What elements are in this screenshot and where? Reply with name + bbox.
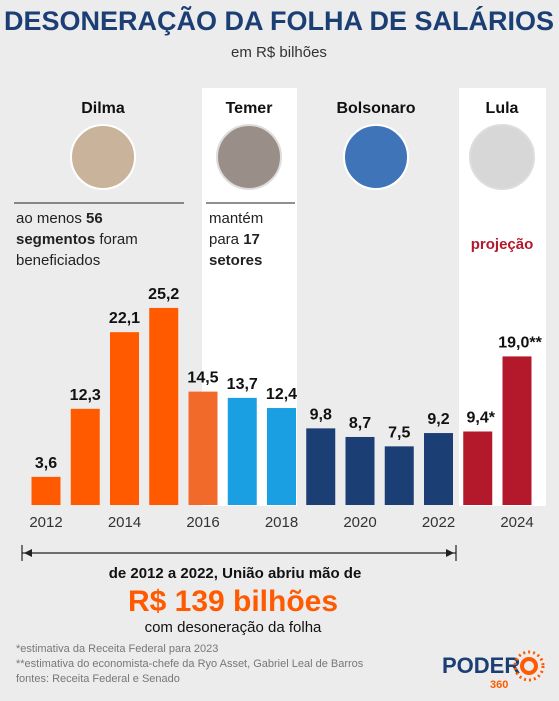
- value-label: 19,0**: [498, 334, 542, 351]
- bar: [227, 397, 257, 505]
- bar: [31, 476, 61, 505]
- note-text: foram: [95, 231, 138, 248]
- value-label: 13,7: [227, 376, 258, 393]
- note-text: para: [209, 231, 243, 248]
- summary-highlight: R$ 139 bilhões: [128, 585, 338, 618]
- note-line: setores: [209, 252, 262, 269]
- logo-rays: [513, 650, 545, 682]
- bar: [345, 436, 375, 505]
- bar: [188, 391, 218, 505]
- bar: [384, 446, 414, 505]
- bar: [149, 307, 179, 505]
- x-tick-label: 2016: [186, 514, 219, 531]
- value-label: 25,2: [148, 286, 179, 303]
- chart-subtitle: em R$ bilhões: [231, 44, 327, 61]
- value-label: 14,5: [187, 370, 218, 387]
- note-line: beneficiados: [16, 252, 100, 269]
- portrait: [469, 124, 535, 190]
- footnote: *estimativa da Receita Federal para 2023: [16, 643, 218, 655]
- note-text: segmentos: [16, 231, 95, 248]
- summary-line: com desoneração da folha: [145, 619, 322, 636]
- x-tick-label: 2020: [343, 514, 376, 531]
- bars: 3,6 2012 12,3 22,1 2014 25,2 14,5 2016 13,7 12,4 2…: [29, 286, 542, 531]
- value-label: 3,6: [35, 455, 57, 472]
- portrait: [343, 124, 409, 190]
- value-label: 22,1: [109, 310, 140, 327]
- bar: [306, 428, 336, 505]
- temer-note: mantém para 17 setores: [209, 210, 263, 269]
- note-text: mantém: [209, 210, 263, 227]
- value-label: 9,4*: [467, 409, 496, 426]
- lula-note: projeção: [471, 236, 534, 253]
- value-label: 12,3: [70, 387, 101, 404]
- summary-line: de 2012 a 2022, União abriu mão de: [109, 565, 362, 582]
- president-name: Lula: [486, 100, 519, 117]
- x-tick-label: 2012: [29, 514, 62, 531]
- bar: [424, 433, 453, 505]
- chart-title: DESONERAÇÃO DA FOLHA DE SALÁRIOS: [4, 5, 554, 36]
- bar: [267, 408, 296, 505]
- portraits: [70, 124, 535, 190]
- president-name: Dilma: [81, 100, 125, 117]
- note-line: ao menos 56: [16, 210, 103, 227]
- president-name: Temer: [226, 100, 273, 117]
- value-label: 9,8: [310, 406, 332, 423]
- x-tick-label: 2022: [422, 514, 455, 531]
- x-tick-label: 2024: [500, 514, 533, 531]
- note-text: ao menos: [16, 210, 86, 227]
- note-line: para 17: [209, 231, 260, 248]
- portrait: [70, 124, 136, 190]
- footnote: fontes: Receita Federal e Senado: [16, 673, 180, 685]
- period-arrow: [21, 545, 457, 561]
- value-label: 8,7: [349, 415, 371, 432]
- note-text: 56: [86, 210, 103, 227]
- dilma-note: ao menos 56 segmentos foram beneficiados: [16, 210, 138, 269]
- value-label: 12,4: [266, 386, 297, 403]
- note-line: segmentos foram: [16, 231, 138, 248]
- x-tick-label: 2018: [265, 514, 298, 531]
- logo-number: 360: [490, 679, 508, 691]
- logo: PODER 360: [442, 650, 545, 691]
- logo-icon: [520, 657, 538, 675]
- value-label: 9,2: [427, 411, 449, 428]
- bar: [70, 408, 100, 505]
- value-label: 7,5: [388, 424, 410, 441]
- logo-name: PODER: [442, 653, 520, 678]
- president-name: Bolsonaro: [336, 100, 415, 117]
- x-tick-label: 2014: [108, 514, 141, 531]
- bar: [110, 332, 139, 505]
- bar: [463, 431, 493, 505]
- note-text: beneficiados: [16, 252, 100, 269]
- note-line: mantém: [209, 210, 263, 227]
- note-text: setores: [209, 252, 262, 269]
- portrait: [216, 124, 282, 190]
- note-text: 17: [243, 231, 260, 248]
- bar: [502, 356, 532, 505]
- footnote: **estimativa do economista-chefe da Ryo …: [16, 658, 364, 670]
